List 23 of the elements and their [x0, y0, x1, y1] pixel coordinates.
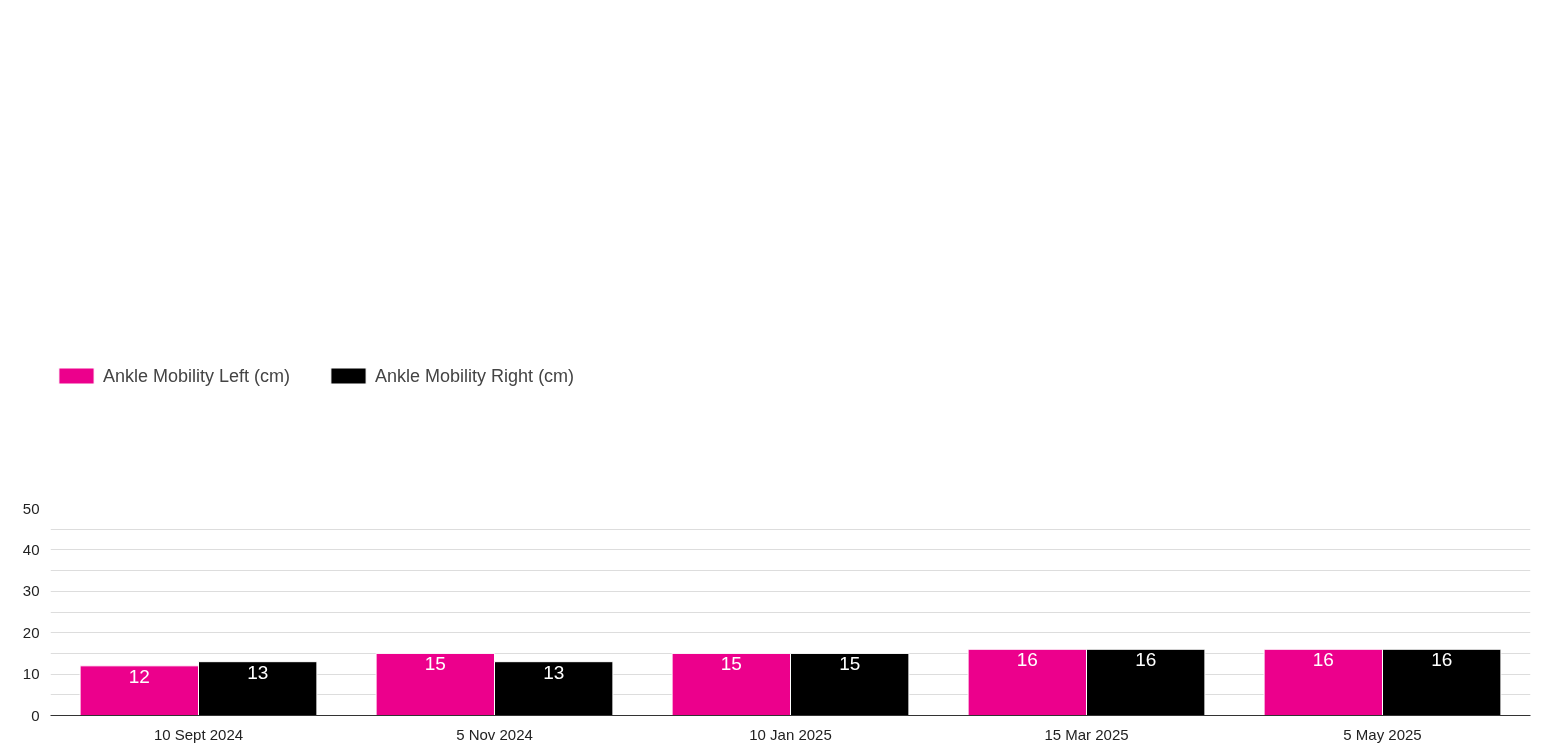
data-label: 15 [720, 653, 742, 675]
x-tick-label: 15 Mar 2025 [1044, 725, 1129, 743]
x-tick-label: 10 Sept 2024 [153, 725, 244, 743]
data-label: 16 [1431, 649, 1453, 671]
legend-label: Ankle Mobility Left (cm) [103, 365, 291, 387]
data-label: 16 [1016, 649, 1038, 671]
x-tick-label: 10 Jan 2025 [749, 725, 832, 743]
data-label: 15 [424, 653, 446, 675]
y-tick-label: 50 [22, 499, 40, 517]
x-tick-label: 5 May 2025 [1343, 725, 1422, 743]
data-label: 12 [128, 665, 150, 687]
y-tick-label: 10 [22, 665, 40, 683]
y-tick-label: 40 [22, 540, 40, 558]
data-label: 13 [543, 661, 565, 683]
data-label: 16 [1312, 649, 1334, 671]
legend-label: Ankle Mobility Right (cm) [375, 365, 575, 387]
y-tick-label: 30 [22, 582, 40, 600]
data-label: 15 [839, 653, 861, 675]
y-tick-label: 20 [22, 623, 40, 641]
y-tick-label: 0 [31, 706, 40, 724]
x-tick-label: 5 Nov 2024 [456, 725, 533, 743]
data-label: 13 [247, 661, 269, 683]
data-label: 16 [1135, 649, 1157, 671]
